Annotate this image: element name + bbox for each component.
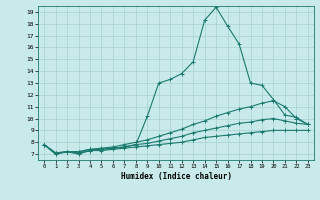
X-axis label: Humidex (Indice chaleur): Humidex (Indice chaleur) [121,172,231,181]
